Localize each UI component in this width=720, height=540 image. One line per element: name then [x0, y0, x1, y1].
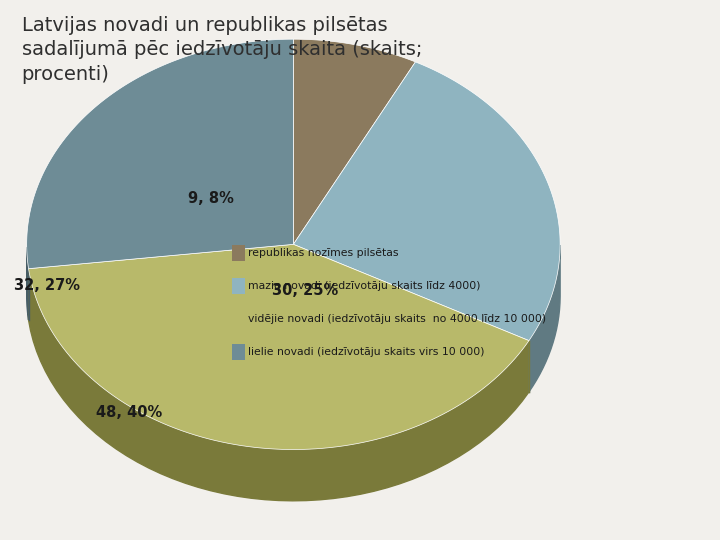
Bar [232, 344, 245, 360]
Text: 9, 8%: 9, 8% [189, 191, 234, 206]
Polygon shape [529, 245, 560, 392]
Bar [232, 245, 245, 261]
Text: vidējie novadi (iedzīvotāju skaits  no 4000 līdz 10 000): vidējie novadi (iedzīvotāju skaits no 40… [248, 314, 546, 324]
Text: republikas nozīmes pilsētas: republikas nozīmes pilsētas [248, 248, 398, 258]
Text: mazie novadi (iedzīvotāju skaits līdz 4000): mazie novadi (iedzīvotāju skaits līdz 40… [248, 281, 480, 291]
Polygon shape [29, 245, 529, 449]
Polygon shape [27, 39, 294, 269]
Polygon shape [294, 62, 560, 341]
Text: 32, 27%: 32, 27% [14, 278, 80, 293]
Bar [232, 278, 245, 294]
Polygon shape [27, 247, 29, 320]
Polygon shape [29, 269, 529, 501]
Text: 48, 40%: 48, 40% [96, 404, 162, 420]
Text: 30, 25%: 30, 25% [272, 283, 338, 298]
Polygon shape [294, 39, 415, 245]
Text: Latvijas novadi un republikas pilsētas
sadalījumā pēc iedzīvotāju skaita (skaits: Latvijas novadi un republikas pilsētas s… [22, 16, 422, 84]
Text: lielie novadi (iedzīvotāju skaits virs 10 000): lielie novadi (iedzīvotāju skaits virs 1… [248, 347, 484, 357]
